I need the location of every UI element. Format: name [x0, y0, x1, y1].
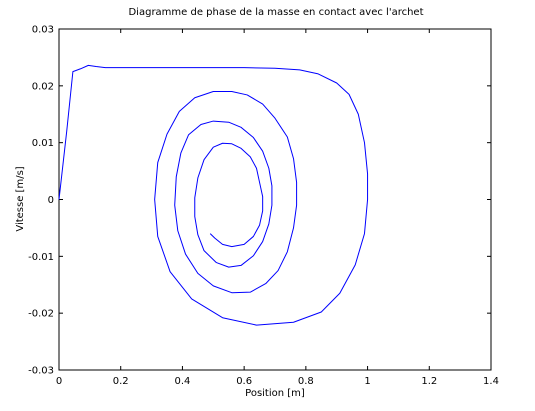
y-tick-label: 0.01	[32, 138, 54, 149]
chart-title: Diagramme de phase de la masse en contac…	[128, 7, 423, 18]
series-layer	[58, 64, 369, 326]
y-axis-label: Vitesse [m/s]	[15, 166, 26, 231]
x-tick-label: 1.2	[421, 376, 437, 387]
y-tick-label: 0.03	[32, 25, 54, 36]
y-tick-label: -0.02	[28, 309, 54, 320]
y-tick-label: -0.01	[28, 252, 54, 263]
x-axis-label: Position [m]	[245, 388, 305, 399]
x-tick-label: 0.6	[236, 376, 252, 387]
y-tick-label: 0	[48, 195, 54, 206]
x-tick-label: 0.2	[113, 376, 129, 387]
x-axis: 0 0.2 0.4 0.6 0.8 1 1.2 1.4	[56, 29, 499, 387]
y-tick-label: -0.03	[28, 366, 54, 377]
x-tick-label: 0	[56, 376, 62, 387]
y-tick-label: 0.02	[32, 81, 54, 92]
x-tick-label: 1	[364, 376, 370, 387]
series-line	[58, 64, 369, 326]
plot-area-frame	[58, 28, 492, 371]
x-tick-label: 1.4	[483, 376, 499, 387]
y-axis: -0.03 -0.02 -0.01 0 0.01 0.02 0.03	[28, 25, 491, 377]
x-tick-label: 0.8	[298, 376, 314, 387]
x-tick-label: 0.4	[174, 376, 190, 387]
